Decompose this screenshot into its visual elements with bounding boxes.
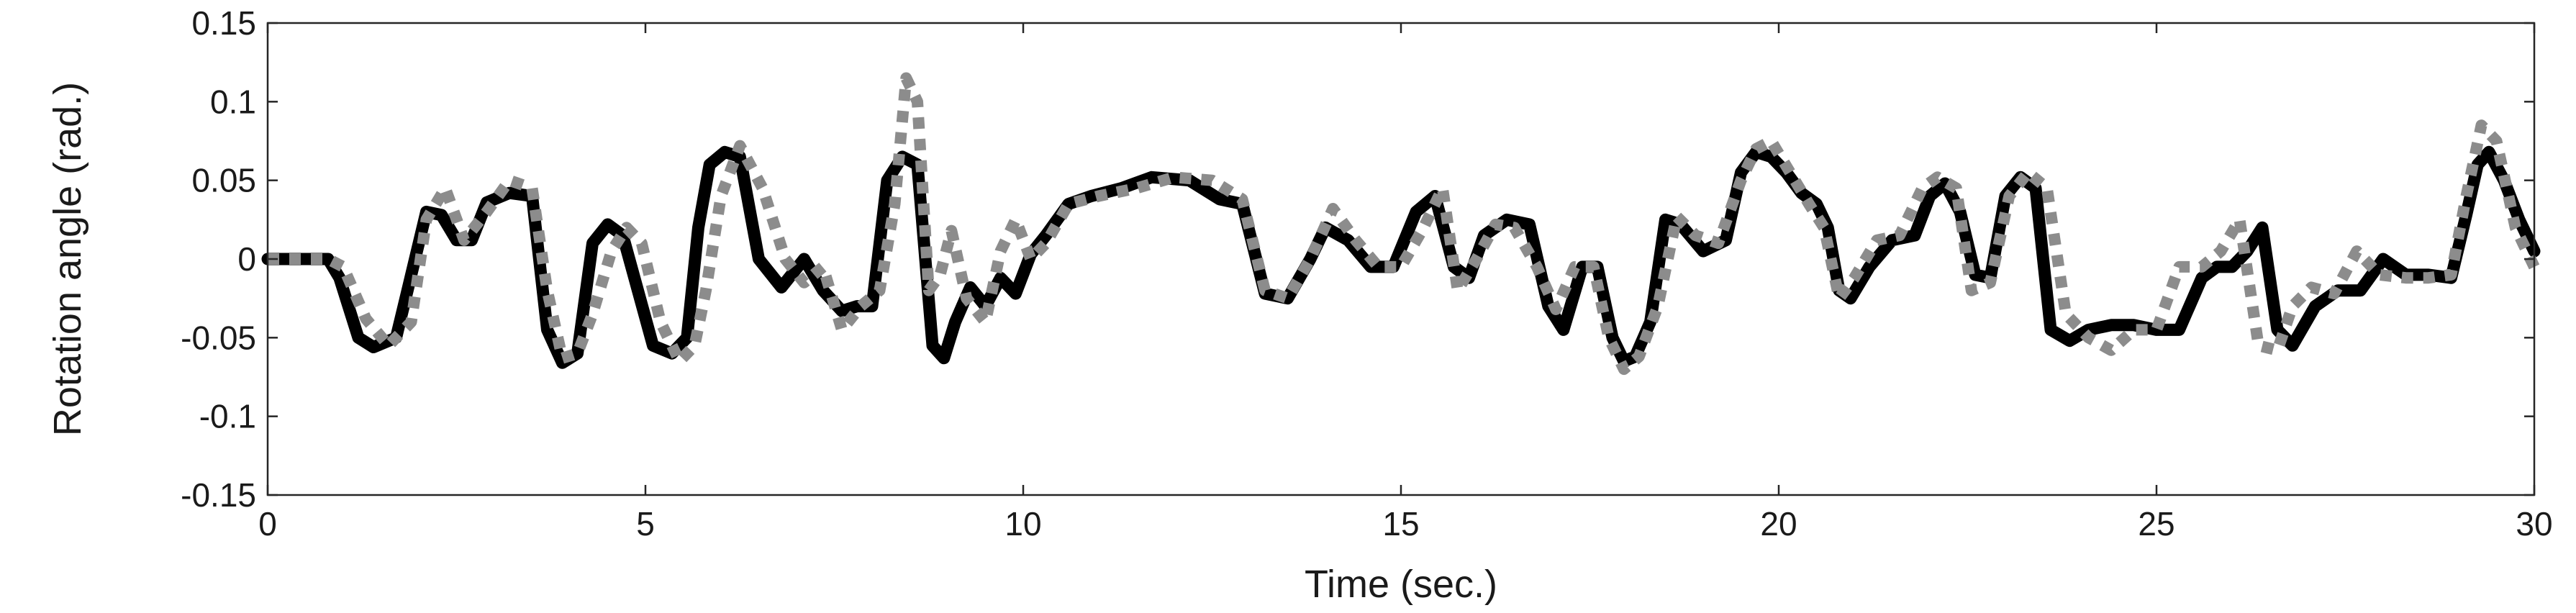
y-tick-label: 0.1 (210, 83, 256, 120)
x-axis-label: Time (sec.) (1305, 563, 1497, 606)
x-tick-label: 25 (2138, 505, 2174, 542)
y-tick-label: -0.15 (181, 476, 256, 514)
y-tick-label: 0.15 (191, 4, 256, 42)
y-tick-label: -0.05 (181, 319, 256, 356)
y-tick-label: -0.1 (199, 398, 256, 435)
x-tick-label: 10 (1004, 505, 1041, 542)
x-tick-label: 0 (258, 505, 277, 542)
x-tick-label: 30 (2516, 505, 2552, 542)
y-axis-ticks: -0.15 -0.1 -0.05 0 0.05 0.1 0.15 (181, 4, 2534, 514)
x-axis-ticks: 0 5 10 15 20 25 30 (258, 23, 2553, 542)
series-line-dotted (268, 72, 2540, 376)
x-tick-label: 5 (636, 505, 655, 542)
y-tick-label: 0 (237, 240, 256, 278)
x-tick-label: 15 (1382, 505, 1419, 542)
x-tick-label: 20 (1760, 505, 1797, 542)
y-axis-label: Rotation angle (rad.) (46, 82, 89, 436)
y-tick-label: 0.05 (191, 162, 256, 199)
series-line-solid (261, 145, 2541, 369)
series-layer (261, 72, 2541, 376)
